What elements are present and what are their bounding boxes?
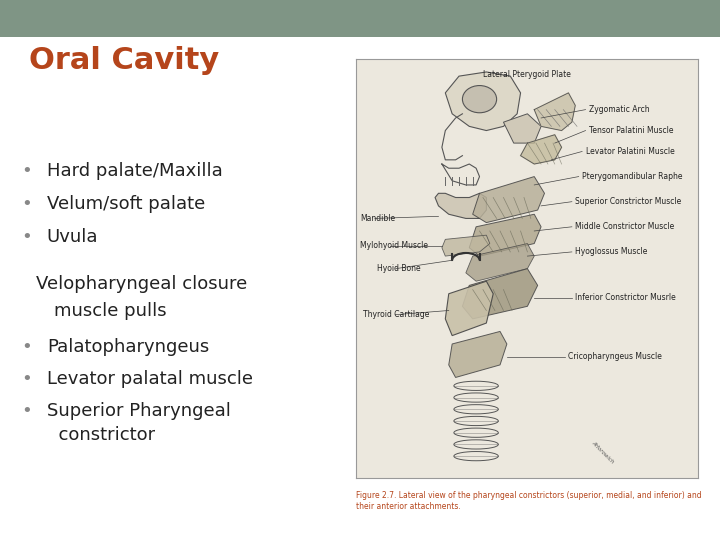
- Text: •: •: [22, 162, 32, 180]
- Polygon shape: [473, 177, 544, 222]
- Polygon shape: [469, 214, 541, 256]
- Text: Levator palatal muscle: Levator palatal muscle: [47, 370, 253, 388]
- Polygon shape: [503, 114, 541, 143]
- Text: Lateral Pterygoid Plate: Lateral Pterygoid Plate: [483, 70, 572, 79]
- Text: •: •: [22, 195, 32, 213]
- Text: •: •: [22, 402, 32, 420]
- Text: Cricopharyngeus Muscle: Cricopharyngeus Muscle: [569, 352, 662, 361]
- Text: AHorowich: AHorowich: [590, 441, 615, 465]
- Text: Hyoglossus Muscle: Hyoglossus Muscle: [575, 247, 648, 256]
- Text: Mandible: Mandible: [360, 214, 395, 223]
- Text: Hard palate/Maxilla: Hard palate/Maxilla: [47, 162, 222, 180]
- Polygon shape: [445, 281, 493, 335]
- Text: Palatopharyngeus: Palatopharyngeus: [47, 338, 209, 355]
- Text: •: •: [22, 370, 32, 388]
- Text: Inferior Constrictor Musrle: Inferior Constrictor Musrle: [575, 293, 676, 302]
- Polygon shape: [521, 135, 562, 164]
- Polygon shape: [534, 93, 575, 131]
- Polygon shape: [442, 235, 490, 256]
- Text: •: •: [22, 228, 32, 246]
- Polygon shape: [449, 332, 507, 377]
- Text: Superior Constrictor Muscle: Superior Constrictor Muscle: [575, 197, 682, 206]
- Text: Hyoid Bone: Hyoid Bone: [377, 264, 420, 273]
- Text: muscle pulls: muscle pulls: [54, 302, 166, 320]
- Polygon shape: [445, 72, 521, 131]
- Text: Tensor Palatini Muscle: Tensor Palatini Muscle: [589, 126, 673, 135]
- Text: Levator Palatini Muscle: Levator Palatini Muscle: [585, 147, 675, 156]
- Text: Middle Constrictor Muscle: Middle Constrictor Muscle: [575, 222, 675, 231]
- Text: Thyroid Cartilage: Thyroid Cartilage: [363, 310, 430, 319]
- Bar: [0, 0, 720, 37]
- Text: Figure 2.7. Lateral view of the pharyngeal constrictors (superior, medial, and i: Figure 2.7. Lateral view of the pharynge…: [356, 491, 702, 511]
- Text: Zygomatic Arch: Zygomatic Arch: [589, 105, 649, 114]
- Text: Mylohyoid Muscle: Mylohyoid Muscle: [360, 241, 428, 250]
- Polygon shape: [462, 268, 538, 319]
- Text: Uvula: Uvula: [47, 228, 99, 246]
- Polygon shape: [466, 244, 534, 281]
- Text: •: •: [22, 338, 32, 355]
- Polygon shape: [435, 193, 487, 218]
- Text: Velum/soft palate: Velum/soft palate: [47, 195, 205, 213]
- Text: Superior Pharyngeal
  constrictor: Superior Pharyngeal constrictor: [47, 402, 230, 444]
- Text: Oral Cavity: Oral Cavity: [29, 46, 219, 75]
- Text: Pterygomandibular Raphe: Pterygomandibular Raphe: [582, 172, 683, 181]
- Text: Velopharyngeal closure: Velopharyngeal closure: [36, 275, 247, 293]
- Ellipse shape: [462, 85, 497, 113]
